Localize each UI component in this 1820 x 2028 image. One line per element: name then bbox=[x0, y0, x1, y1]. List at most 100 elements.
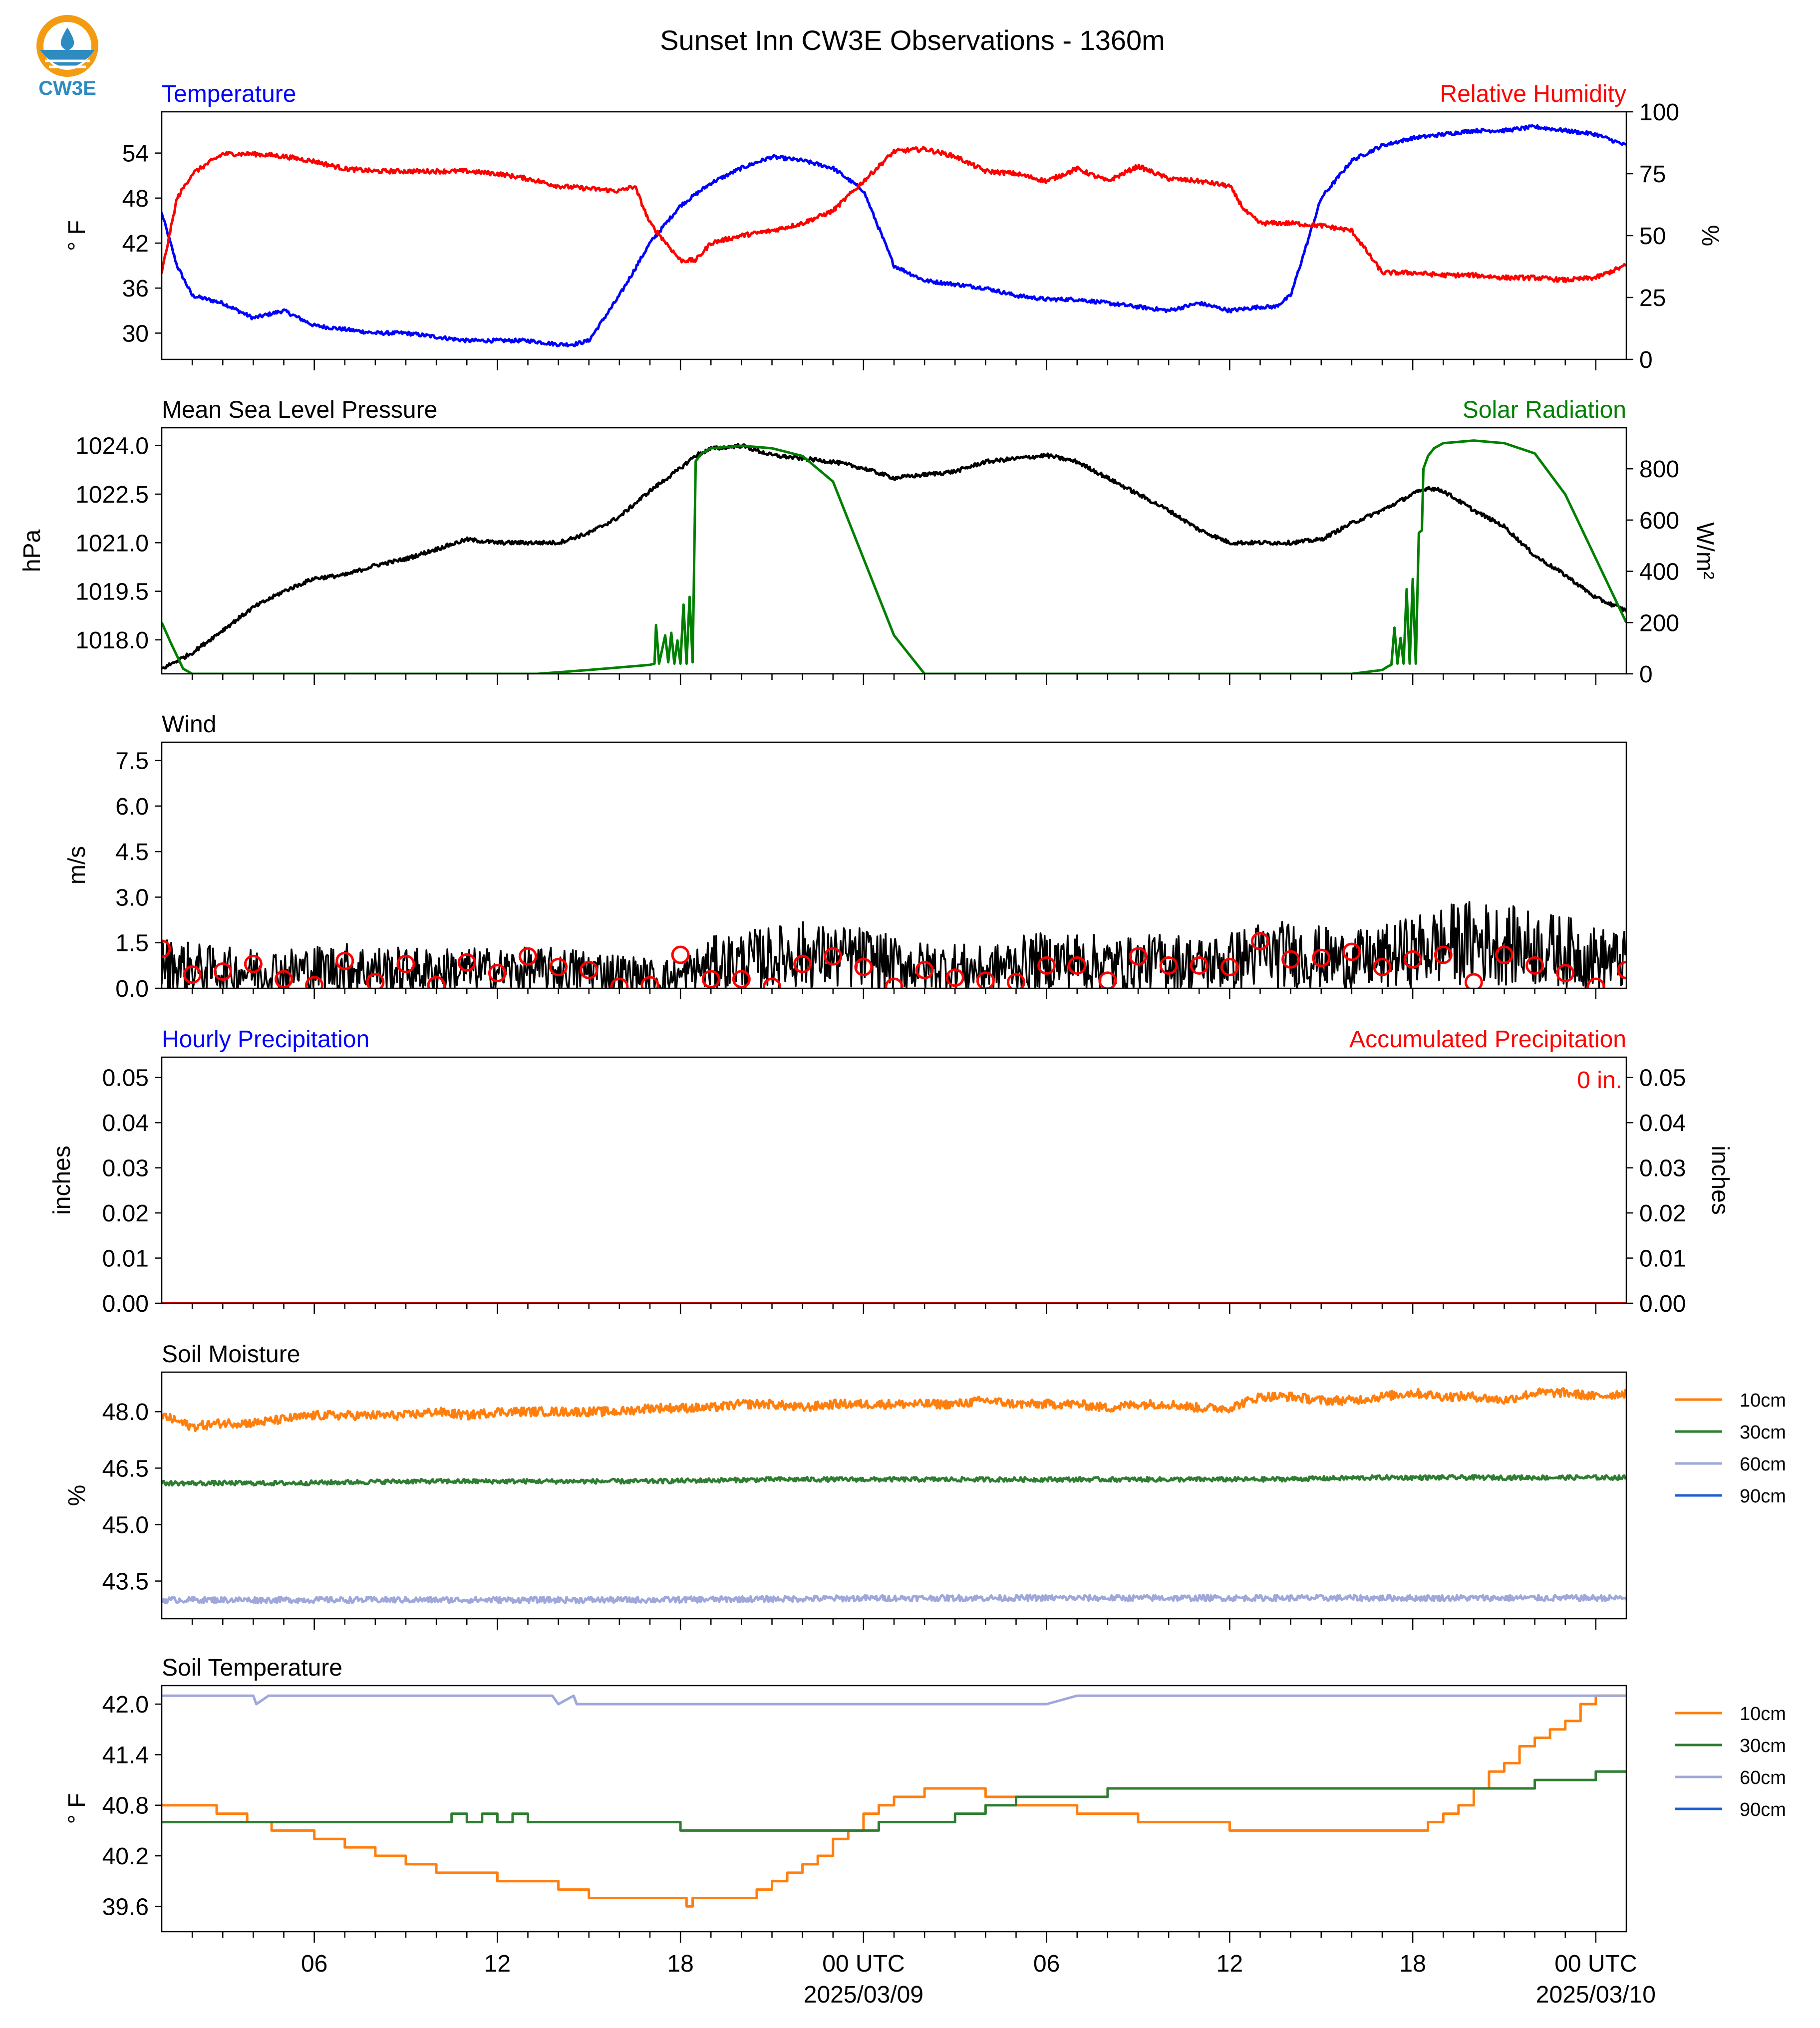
panel-title-left: Mean Sea Level Pressure bbox=[162, 397, 437, 423]
y-tick-label: 1.5 bbox=[115, 930, 149, 957]
y-right-tick-label: 200 bbox=[1639, 610, 1679, 636]
panel-title-right: Relative Humidity bbox=[1440, 81, 1626, 107]
y-tick-label: 42 bbox=[122, 231, 149, 257]
wind-marker-point bbox=[763, 977, 781, 988]
legend: 10cm 30cm 60cm 90cm bbox=[1675, 1704, 1786, 1820]
wind-marker-point bbox=[162, 939, 171, 958]
series-line-60cm bbox=[162, 1694, 1626, 1706]
y-tick-label: 0.0 bbox=[115, 976, 149, 1002]
y-right-tick-label: 800 bbox=[1639, 456, 1679, 483]
x-tick-label: 12 bbox=[1216, 1951, 1243, 1977]
series-line-60cm bbox=[162, 1594, 1626, 1604]
y-axis-label: m/s bbox=[64, 846, 90, 884]
series-line-wind_speed bbox=[162, 901, 1626, 988]
series-group bbox=[162, 901, 1626, 988]
legend-label: 30cm bbox=[1740, 1422, 1786, 1443]
y-tick-label: 6.0 bbox=[115, 794, 149, 820]
series-line-solar_radiation bbox=[162, 439, 1626, 674]
series-line-relative_humidity bbox=[162, 145, 1626, 284]
wind-marker-point bbox=[1098, 971, 1117, 988]
legend-label: 30cm bbox=[1740, 1736, 1786, 1756]
wind-marker-point bbox=[854, 957, 873, 976]
y-right-tick-label: 0.00 bbox=[1639, 1291, 1686, 1317]
series-group bbox=[162, 1387, 1626, 1604]
y-tick-label: 39.6 bbox=[102, 1894, 149, 1920]
wind-marker-point bbox=[427, 976, 446, 988]
y-right-tick-label: 0.04 bbox=[1639, 1110, 1686, 1137]
y-right-tick-label: 0.01 bbox=[1639, 1246, 1686, 1272]
series-line-30cm bbox=[162, 1770, 1626, 1832]
wind-marker-point bbox=[793, 954, 812, 973]
series-line-temperature bbox=[162, 124, 1626, 348]
y-tick-label: 1019.5 bbox=[75, 579, 149, 605]
y-right-axis-label: inches bbox=[1707, 1146, 1733, 1215]
precip-annotation: 0 in. bbox=[1577, 1067, 1622, 1094]
wind-marker-point bbox=[1037, 956, 1056, 975]
wind-marker-point bbox=[366, 973, 385, 988]
chart-panel-1: Temperature Relative Humidity 30 36 42 48 54 0 2… bbox=[64, 81, 1723, 373]
wind-marker-point bbox=[824, 947, 843, 966]
y-tick-label: 43.5 bbox=[102, 1569, 149, 1595]
legend-label: 60cm bbox=[1740, 1454, 1786, 1475]
x-tick-label: 12 bbox=[484, 1951, 511, 1977]
chart-panel-6: Soil Temperature 39.6 40.2 40.8 41.4 42.0 ° F 0… bbox=[64, 1655, 1786, 2008]
wind-marker-point bbox=[183, 965, 202, 984]
chart-panels: Temperature Relative Humidity 30 36 42 48 54 0 2… bbox=[19, 81, 1786, 2008]
legend-label: 10cm bbox=[1740, 1390, 1786, 1411]
wind-marker-point bbox=[1068, 956, 1087, 975]
series-group bbox=[162, 124, 1626, 348]
y-tick-label: 30 bbox=[122, 320, 149, 347]
wind-marker-point bbox=[915, 960, 934, 979]
y-tick-label: 1024.0 bbox=[75, 433, 149, 460]
wind-marker-point bbox=[1464, 973, 1483, 988]
y-right-tick-label: 0 bbox=[1639, 347, 1653, 373]
y-axis-label: ° F bbox=[64, 1793, 90, 1824]
y-axis-label: % bbox=[64, 1485, 90, 1506]
panel-title-left: Wind bbox=[162, 711, 216, 738]
wind-marker-point bbox=[610, 977, 629, 988]
y-right-tick-label: 50 bbox=[1639, 223, 1666, 250]
wind-marker-point bbox=[1007, 973, 1025, 988]
y-right-tick-label: 400 bbox=[1639, 559, 1679, 585]
series-line-10cm bbox=[162, 1694, 1626, 1908]
wind-marker-point bbox=[1251, 932, 1269, 951]
wind-marker-point bbox=[1586, 977, 1605, 988]
panel-title-left: Soil Temperature bbox=[162, 1655, 342, 1681]
series-group bbox=[162, 1694, 1626, 1908]
chart-panel-3: Wind 0.0 1.5 3.0 4.5 6.0 7.5 m/s bbox=[64, 711, 1627, 1002]
wind-marker-point bbox=[488, 964, 507, 983]
y-axis-label: inches bbox=[49, 1146, 75, 1215]
wind-marker-point bbox=[1220, 957, 1239, 976]
wind-marker-point bbox=[885, 977, 904, 988]
wind-marker-point bbox=[244, 954, 263, 973]
wind-marker-point bbox=[1495, 945, 1514, 964]
series-line-30cm bbox=[162, 1474, 1626, 1487]
panel-title-right: Accumulated Precipitation bbox=[1349, 1026, 1626, 1053]
wind-marker-point bbox=[640, 976, 659, 988]
y-tick-label: 48 bbox=[122, 186, 149, 212]
wind-marker-point bbox=[671, 945, 690, 964]
x-tick-label: 18 bbox=[667, 1951, 693, 1977]
legend-label: 10cm bbox=[1740, 1704, 1786, 1725]
panel-title-left: Hourly Precipitation bbox=[162, 1026, 369, 1053]
wind-marker-point bbox=[1129, 947, 1148, 966]
cw3e-water-drop-logo-icon bbox=[36, 15, 98, 77]
wind-marker-point bbox=[1525, 956, 1544, 975]
y-right-axis-label: W/m² bbox=[1692, 522, 1718, 579]
y-tick-label: 0.00 bbox=[102, 1291, 149, 1317]
y-right-tick-label: 0.03 bbox=[1639, 1156, 1686, 1182]
panel-title-right: Solar Radiation bbox=[1463, 397, 1626, 423]
wind-marker-point bbox=[1342, 942, 1361, 961]
y-tick-label: 1021.0 bbox=[75, 530, 149, 557]
y-right-tick-label: 0 bbox=[1639, 661, 1653, 688]
panel-title-left: Soil Moisture bbox=[162, 1341, 300, 1368]
y-right-tick-label: 100 bbox=[1639, 99, 1679, 126]
legend: 10cm 30cm 60cm 90cm bbox=[1675, 1390, 1786, 1507]
chart-panel-5: Soil Moisture 43.5 45.0 46.5 48.0% 10cm 30cm 60… bbox=[64, 1341, 1786, 1630]
y-tick-label: 54 bbox=[122, 141, 149, 167]
y-right-tick-label: 75 bbox=[1639, 161, 1666, 188]
wind-marker-point bbox=[519, 947, 537, 966]
panel-frame bbox=[161, 1371, 1627, 1620]
wind-marker-point bbox=[1190, 956, 1209, 975]
